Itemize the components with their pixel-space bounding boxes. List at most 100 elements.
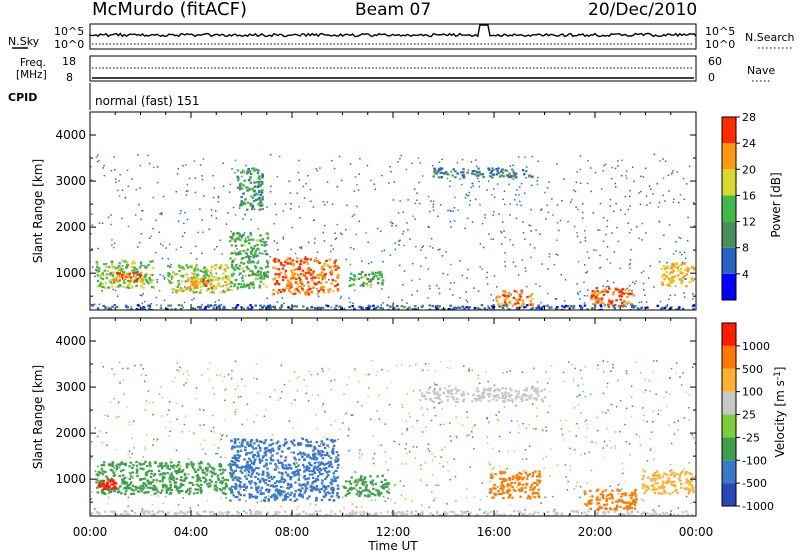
echo-cell: [132, 280, 136, 283]
echo-cell: [297, 494, 301, 497]
echo-cell: [513, 172, 516, 175]
scatter-speckle: [530, 230, 532, 232]
scatter-speckle: [400, 154, 402, 157]
scatter-speckle: [327, 487, 329, 489]
echo-cell: [290, 307, 293, 310]
echo-cell: [254, 249, 258, 252]
echo-cell: [501, 168, 504, 171]
scatter-speckle: [424, 256, 427, 259]
scatter-speckle: [405, 168, 407, 171]
scatter-speckle: [283, 383, 286, 386]
scatter-speckle: [119, 173, 121, 176]
scatter-speckle: [664, 160, 667, 162]
scatter-speckle: [454, 386, 457, 389]
echo-cell: [97, 471, 101, 474]
scatter-speckle: [377, 370, 379, 373]
scatter-speckle: [234, 171, 236, 174]
scatter-speckle: [684, 278, 686, 280]
scatter-speckle: [343, 307, 346, 310]
echo-cell: [233, 456, 237, 459]
scatter-speckle: [468, 204, 471, 206]
echo-cell: [241, 267, 244, 270]
scatter-speckle: [548, 256, 551, 258]
echo-cell: [316, 478, 320, 481]
scatter-speckle: [685, 278, 687, 280]
echo-cell: [136, 486, 140, 489]
scatter-speckle: [635, 433, 638, 436]
echo-cell: [315, 466, 318, 469]
echo-cell: [329, 457, 333, 460]
scatter-speckle: [193, 160, 196, 162]
echo-cell: [297, 443, 300, 447]
echo-cell: [179, 484, 183, 488]
echo-cell: [389, 305, 392, 308]
echo-cell: [309, 273, 312, 276]
scatter-speckle: [380, 512, 382, 514]
echo-cell: [185, 462, 189, 465]
scatter-speckle: [624, 480, 627, 483]
echo-cell: [124, 304, 128, 307]
scatter-speckle: [488, 422, 490, 424]
echo-cell: [313, 480, 317, 483]
echo-cell: [675, 261, 678, 265]
scatter-speckle: [583, 294, 586, 297]
echo-cell: [596, 290, 599, 293]
echo-cell: [436, 304, 439, 307]
scatter-speckle: [250, 218, 252, 221]
echo-cell: [281, 267, 285, 270]
echo-cell: [178, 489, 182, 493]
scatter-speckle: [575, 485, 577, 487]
echo-cell: [668, 281, 672, 284]
echo-cell: [277, 260, 281, 263]
echo-cell: [381, 474, 384, 477]
echo-cell: [332, 475, 336, 478]
scatter-speckle: [146, 434, 148, 436]
scatter-speckle: [539, 233, 541, 235]
scatter-speckle: [231, 377, 233, 380]
echo-cell: [548, 306, 551, 310]
echo-cell: [598, 299, 601, 302]
scatter-speckle: [547, 382, 549, 384]
echo-cell: [230, 273, 234, 276]
echo-cell: [229, 257, 232, 260]
scatter-speckle: [222, 290, 225, 292]
scatter-speckle: [673, 198, 675, 201]
echo-cell: [530, 293, 534, 296]
scatter-speckle: [236, 511, 239, 513]
scatter-speckle: [93, 303, 96, 305]
echo-cell: [186, 280, 189, 283]
echo-cell: [176, 285, 180, 288]
echo-cell: [296, 257, 299, 260]
echo-cell: [284, 496, 287, 499]
echo-cell: [159, 491, 162, 494]
scatter-speckle: [578, 394, 580, 396]
scatter-speckle: [592, 212, 594, 214]
echo-cell: [561, 304, 564, 308]
echo-cell: [224, 492, 227, 495]
echo-cell: [353, 275, 357, 278]
scatter-speckle: [277, 467, 280, 470]
scatter-speckle: [641, 222, 644, 225]
echo-cell: [133, 279, 137, 282]
scatter-speckle: [220, 497, 222, 499]
scatter-speckle: [199, 443, 202, 446]
echo-cell: [143, 275, 147, 278]
echo-cell: [272, 305, 276, 308]
scatter-speckle: [398, 240, 400, 242]
scatter-speckle: [431, 453, 433, 455]
echo-cell: [168, 467, 172, 470]
scatter-speckle: [450, 440, 452, 442]
scatter-speckle: [317, 373, 319, 375]
scatter-speckle: [543, 467, 546, 469]
echo-cell: [223, 478, 226, 481]
echo-cell: [608, 287, 611, 290]
scatter-speckle: [182, 165, 184, 167]
scatter-speckle: [98, 303, 101, 306]
scatter-speckle: [142, 209, 144, 212]
scatter-speckle: [648, 379, 651, 382]
echo-cell: [594, 301, 597, 304]
scatter-speckle: [270, 185, 272, 188]
echo-cell: [304, 478, 307, 481]
scatter-speckle: [428, 285, 431, 287]
echo-cell: [227, 282, 230, 285]
